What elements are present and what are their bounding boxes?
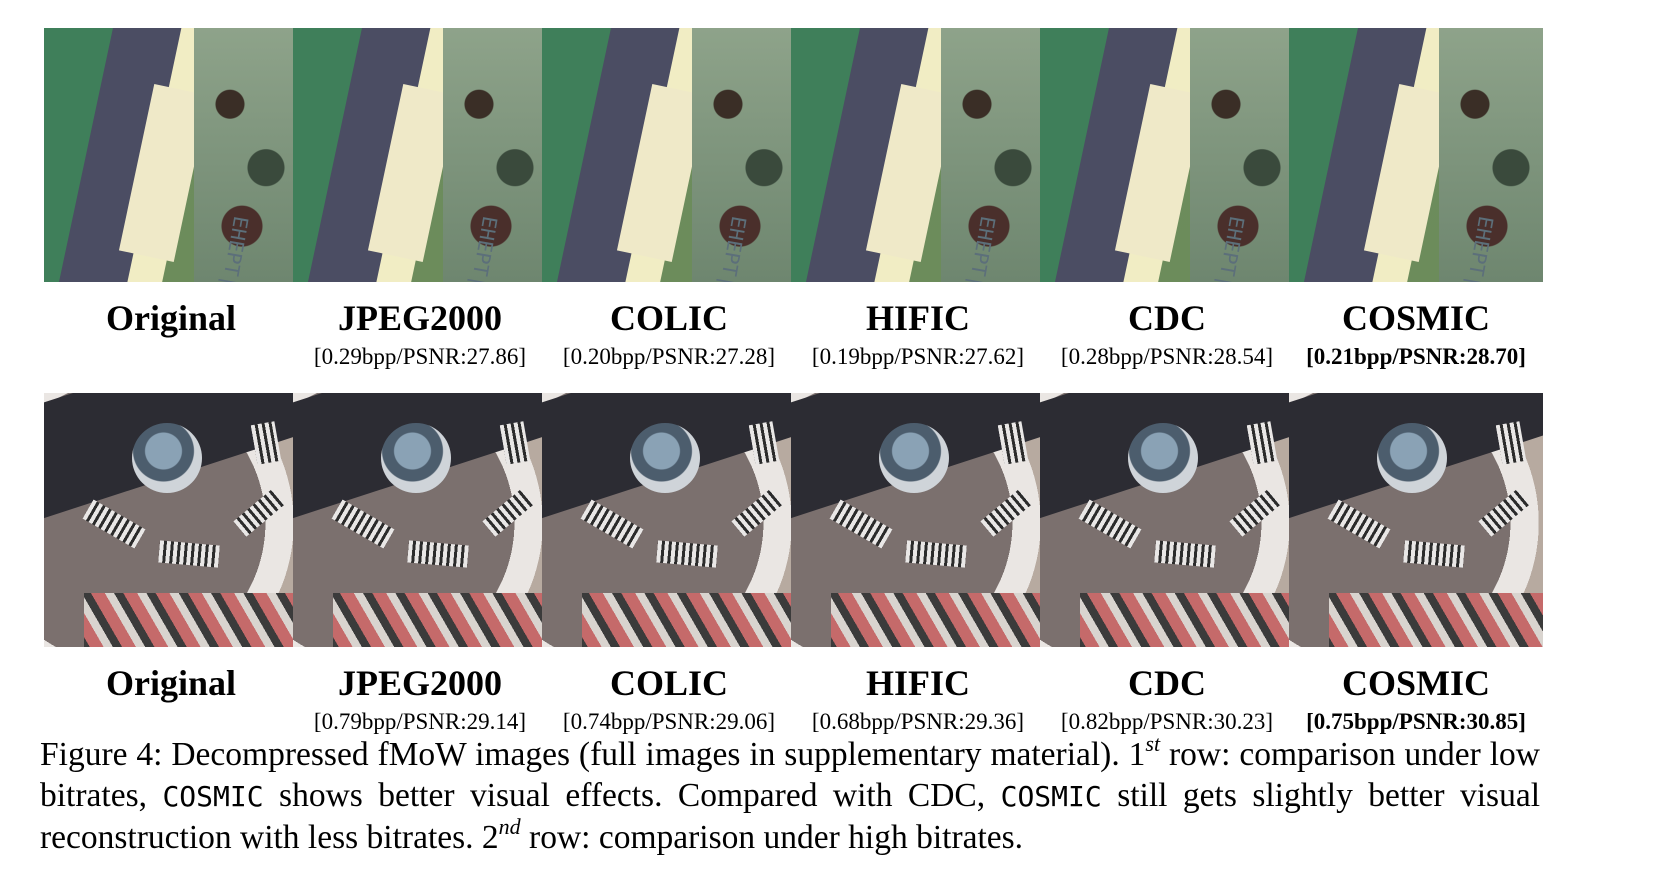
caption-superscript: nd	[498, 813, 521, 839]
caption-text: row: comparison under high bitrates.	[520, 818, 1024, 856]
method-label: CDC	[1128, 663, 1206, 703]
metric-text: [0.19bpp/PSNR:27.62]	[811, 344, 1025, 369]
satellite-image	[293, 393, 547, 647]
panel-colic: EHEPT|R COLIC [0.20bpp/PSNR:27.28]	[542, 28, 796, 369]
panel-jpeg2000: JPEG2000 [0.79bpp/PSNR:29.14]	[293, 393, 547, 734]
satellite-image	[1040, 393, 1294, 647]
panel-cdc: CDC [0.82bpp/PSNR:30.23]	[1040, 393, 1294, 734]
panel-colic: COLIC [0.74bpp/PSNR:29.06]	[542, 393, 796, 734]
satellite-image	[44, 393, 298, 647]
method-label: JPEG2000	[337, 663, 502, 703]
caption-text: shows better visual effects. Compared wi…	[263, 776, 1001, 814]
method-label: Original	[105, 663, 236, 703]
method-label: HIFIC	[865, 298, 970, 338]
method-label: Original	[105, 298, 236, 338]
caption-text: row: comparison under low bitrates,	[40, 735, 1540, 814]
panel-original: Original	[44, 393, 298, 703]
caption-method-name: COSMIC	[1000, 779, 1102, 813]
method-label: CDC	[1128, 298, 1206, 338]
panel-original: EHEPT|R Original	[44, 28, 298, 338]
caption-text: Figure 4: Decompressed fMoW images (full…	[40, 735, 1146, 773]
figure-caption: Figure 4: Decompressed fMoW images (full…	[40, 730, 1541, 858]
metric-text: [0.79bpp/PSNR:29.14]	[313, 709, 527, 734]
metric-text: [0.20bpp/PSNR:27.28]	[562, 344, 776, 369]
metric-text: [0.74bpp/PSNR:29.06]	[562, 709, 776, 734]
satellite-image: EHEPT|R	[1040, 28, 1294, 282]
caption-superscript: st	[1145, 730, 1161, 756]
method-label: COSMIC	[1341, 663, 1490, 703]
satellite-image: EHEPT|R	[542, 28, 796, 282]
satellite-image: EHEPT|R	[791, 28, 1045, 282]
satellite-image	[791, 393, 1045, 647]
satellite-image: EHEPT|R	[293, 28, 547, 282]
panel-cosmic: COSMIC [0.75bpp/PSNR:30.85]	[1289, 393, 1543, 734]
panel-jpeg2000: EHEPT|R JPEG2000 [0.29bpp/PSNR:27.86]	[293, 28, 547, 369]
satellite-image	[1289, 393, 1543, 647]
method-label: COSMIC	[1341, 298, 1490, 338]
satellite-image: EHEPT|R	[1289, 28, 1543, 282]
satellite-image	[542, 393, 796, 647]
method-label: COLIC	[609, 663, 729, 703]
metric-text: [0.21bpp/PSNR:28.70]	[1306, 344, 1526, 369]
satellite-image: EHEPT|R	[44, 28, 298, 282]
panel-cosmic: EHEPT|R COSMIC [0.21bpp/PSNR:28.70]	[1289, 28, 1543, 369]
panel-cdc: EHEPT|R CDC [0.28bpp/PSNR:28.54]	[1040, 28, 1294, 369]
metric-text: [0.75bpp/PSNR:30.85]	[1306, 709, 1526, 734]
panel-hific: EHEPT|R HIFIC [0.19bpp/PSNR:27.62]	[791, 28, 1045, 369]
caption-text: still gets slightly better visual recons…	[40, 776, 1541, 856]
panel-hific: HIFIC [0.68bpp/PSNR:29.36]	[791, 393, 1045, 734]
method-label: JPEG2000	[337, 298, 502, 338]
metric-text: [0.29bpp/PSNR:27.86]	[313, 344, 527, 369]
method-label: COLIC	[609, 298, 729, 338]
caption-method-name: COSMIC	[162, 779, 264, 813]
metric-text: [0.82bpp/PSNR:30.23]	[1060, 709, 1274, 734]
metric-text: [0.28bpp/PSNR:28.54]	[1060, 344, 1274, 369]
method-label: HIFIC	[865, 663, 970, 703]
metric-text: [0.68bpp/PSNR:29.36]	[811, 709, 1025, 734]
